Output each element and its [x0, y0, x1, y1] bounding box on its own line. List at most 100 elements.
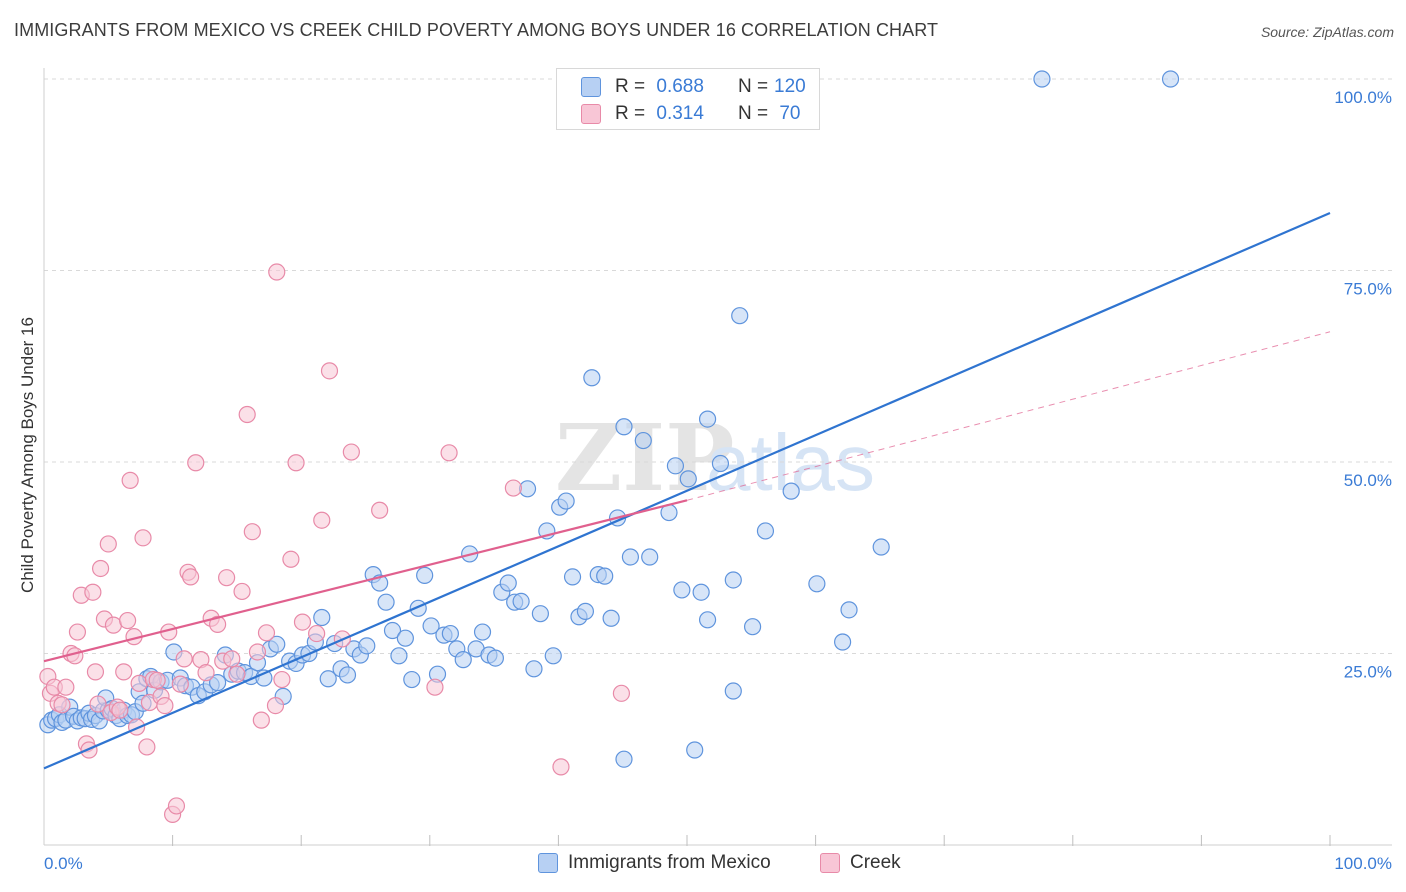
point-creek: [223, 650, 241, 668]
point-creek: [313, 511, 331, 529]
n-value: 120: [774, 76, 806, 97]
n-value: 70: [774, 103, 801, 124]
point-creek: [371, 501, 389, 519]
legend: Immigrants from Mexico Creek: [0, 852, 1406, 878]
r-label: R =: [615, 76, 646, 97]
stats-row-creek: R = 0.314 N = 70: [581, 101, 800, 127]
point-immigrants: [390, 647, 408, 665]
point-creek: [86, 663, 105, 681]
point-immigrants: [313, 608, 331, 627]
point-creek: [53, 696, 71, 714]
point-creek: [197, 664, 215, 682]
point-immigrants: [615, 418, 633, 436]
point-immigrants: [486, 649, 504, 667]
point-immigrants: [724, 571, 742, 589]
point-immigrants: [808, 575, 826, 593]
point-creek: [182, 568, 200, 586]
legend-swatch-blue: [538, 853, 558, 873]
point-creek: [320, 362, 339, 380]
point-immigrants: [525, 660, 543, 678]
point-immigrants: [583, 369, 601, 387]
x-tick-label-min: 0.0%: [44, 854, 83, 873]
point-immigrants: [403, 670, 421, 689]
legend-item-creek[interactable]: Creek: [820, 852, 901, 874]
y-tick-label: 100.0%: [1334, 88, 1392, 107]
point-immigrants: [602, 609, 620, 627]
point-creek: [167, 797, 186, 815]
point-creek: [209, 615, 227, 633]
n-label: N =: [737, 76, 769, 97]
point-immigrants: [338, 666, 357, 684]
r-label: R =: [615, 103, 646, 124]
stats-swatch-pink: [581, 104, 601, 124]
point-creek: [287, 454, 305, 472]
point-creek: [218, 569, 236, 587]
x-tick-label-max: 100.0%: [1334, 854, 1392, 873]
point-creek: [233, 582, 251, 601]
point-immigrants: [698, 410, 717, 428]
point-creek: [552, 758, 570, 776]
axes: [43, 68, 1392, 846]
point-immigrants: [473, 623, 492, 641]
legend-swatch-pink: [820, 853, 840, 873]
stats-legend: R = 0.688 N = 120 R = 0.314 N = 70: [556, 68, 820, 130]
stats-row-immigrants: R = 0.688 N = 120: [581, 74, 806, 100]
point-creek: [257, 624, 276, 642]
point-immigrants: [872, 538, 890, 556]
point-creek: [68, 623, 87, 641]
x-ticks: [172, 835, 1331, 846]
point-immigrants: [499, 574, 517, 592]
grid: [44, 78, 1392, 654]
point-immigrants: [563, 568, 582, 586]
point-creek: [293, 613, 312, 631]
trend-line-immigrants: [43, 212, 1331, 770]
point-immigrants: [358, 637, 376, 655]
point-creek: [99, 535, 117, 553]
point-immigrants: [782, 482, 800, 500]
r-value: 0.314: [656, 103, 704, 124]
point-creek: [243, 523, 261, 541]
point-creek: [282, 550, 300, 568]
point-creek: [248, 643, 267, 661]
point-creek: [228, 665, 246, 683]
point-immigrants: [679, 470, 697, 488]
point-creek: [111, 701, 129, 719]
point-immigrants: [209, 674, 227, 692]
trend-line-creek: [43, 499, 688, 663]
point-creek: [440, 444, 458, 462]
point-immigrants: [634, 431, 652, 450]
legend-label: Immigrants from Mexico: [568, 852, 771, 873]
point-creek: [266, 696, 285, 715]
legend-item-immigrants[interactable]: Immigrants from Mexico: [538, 852, 771, 874]
point-immigrants: [596, 567, 614, 585]
point-immigrants: [673, 581, 691, 599]
legend-label: Creek: [850, 852, 901, 873]
point-creek: [175, 650, 193, 668]
point-creek: [121, 471, 139, 489]
point-creek: [252, 711, 270, 729]
point-immigrants: [692, 583, 710, 601]
point-immigrants: [531, 605, 549, 623]
point-immigrants: [711, 454, 730, 473]
point-creek: [342, 443, 360, 461]
point-immigrants: [454, 651, 472, 669]
point-creek: [187, 454, 205, 472]
point-creek: [84, 583, 102, 601]
series-creek: [39, 263, 631, 823]
point-immigrants: [576, 602, 595, 620]
point-immigrants: [441, 624, 459, 643]
y-tick-label: 75.0%: [1344, 280, 1392, 299]
point-immigrants: [641, 548, 659, 566]
point-immigrants: [834, 633, 852, 651]
point-creek: [115, 663, 133, 681]
point-creek: [238, 405, 256, 424]
point-immigrants: [557, 492, 575, 510]
point-immigrants: [724, 682, 742, 700]
point-creek: [156, 696, 174, 715]
point-immigrants: [1033, 70, 1051, 88]
point-creek: [89, 695, 107, 713]
point-creek: [118, 611, 137, 630]
r-value: 0.688: [656, 76, 704, 97]
point-creek: [130, 674, 148, 692]
